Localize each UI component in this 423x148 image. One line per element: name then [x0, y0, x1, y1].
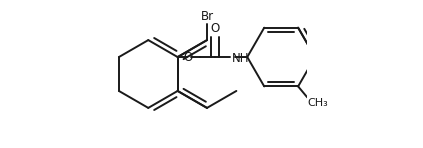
Text: CH₃: CH₃ — [308, 98, 329, 108]
Text: NH: NH — [232, 52, 249, 65]
Text: Br: Br — [201, 10, 214, 23]
Text: O: O — [211, 22, 220, 35]
Text: O: O — [184, 51, 193, 63]
